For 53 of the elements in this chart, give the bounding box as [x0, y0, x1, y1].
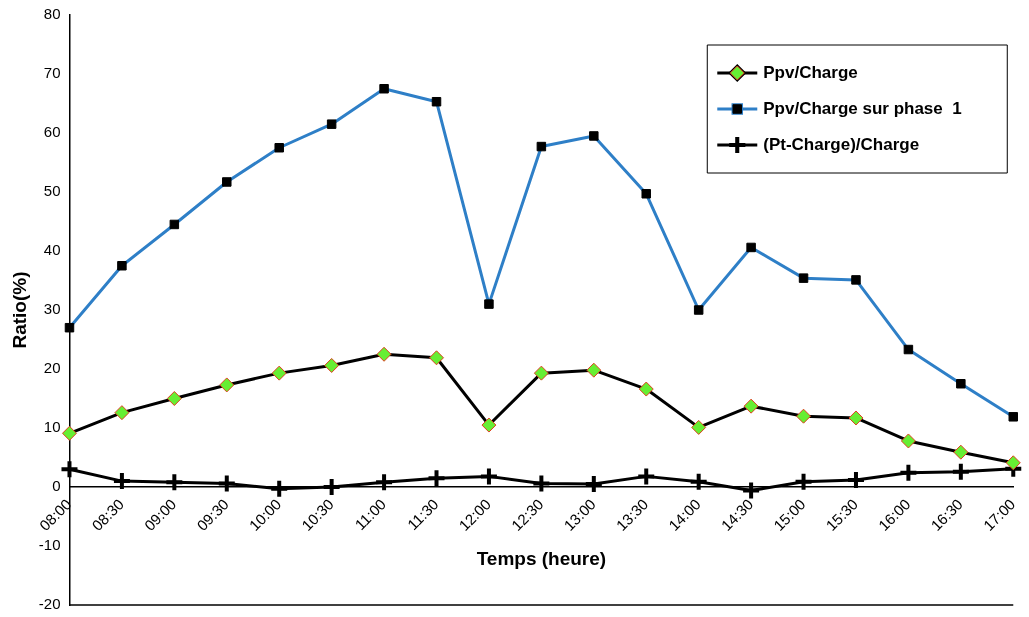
point	[845, 469, 866, 490]
y-tick-label: -10	[38, 536, 61, 554]
point	[688, 471, 709, 492]
point	[796, 408, 812, 424]
point	[741, 480, 762, 501]
point	[481, 417, 497, 433]
point	[324, 357, 340, 373]
point	[898, 462, 919, 483]
point	[429, 350, 445, 366]
point	[1005, 455, 1021, 471]
y-tick-label: 50	[43, 182, 61, 200]
point	[219, 377, 235, 393]
point	[638, 381, 654, 397]
point	[426, 468, 447, 489]
point	[953, 444, 969, 460]
point	[533, 365, 549, 381]
point	[61, 425, 77, 441]
point	[950, 461, 971, 482]
y-tick-label: 20	[43, 359, 61, 377]
y-tick-label: 70	[43, 64, 61, 82]
point	[583, 474, 604, 495]
legend-label: (Pt-Charge)/Charge	[763, 134, 920, 154]
point	[114, 405, 130, 421]
point	[531, 473, 552, 494]
point	[478, 466, 499, 487]
x-axis-title: Temps (heure)	[476, 547, 607, 569]
point	[374, 472, 395, 493]
y-tick-label: 10	[43, 418, 61, 436]
y-tick-label: 0	[52, 477, 61, 495]
point	[743, 398, 759, 414]
y-tick-label: -20	[38, 595, 61, 613]
point	[900, 433, 916, 449]
y-tick-label: 60	[43, 123, 61, 141]
point	[691, 419, 707, 435]
point	[216, 473, 237, 494]
legend-label: Ppv/Charge sur phase 1	[763, 98, 962, 118]
point	[59, 459, 80, 480]
y-tick-label: 40	[43, 241, 61, 259]
legend-label: Ppv/Charge	[763, 62, 858, 82]
y-tick-label: 30	[43, 300, 61, 318]
y-tick-label: 80	[43, 5, 61, 23]
point	[376, 346, 392, 362]
point	[111, 471, 132, 492]
point	[164, 472, 185, 493]
point	[321, 477, 342, 497]
point	[636, 466, 657, 487]
point	[586, 362, 602, 378]
point	[269, 478, 290, 499]
point	[793, 471, 814, 492]
point	[271, 365, 287, 381]
y-axis-title: Ratio(%)	[8, 271, 30, 349]
point	[848, 410, 864, 426]
point	[166, 391, 182, 406]
